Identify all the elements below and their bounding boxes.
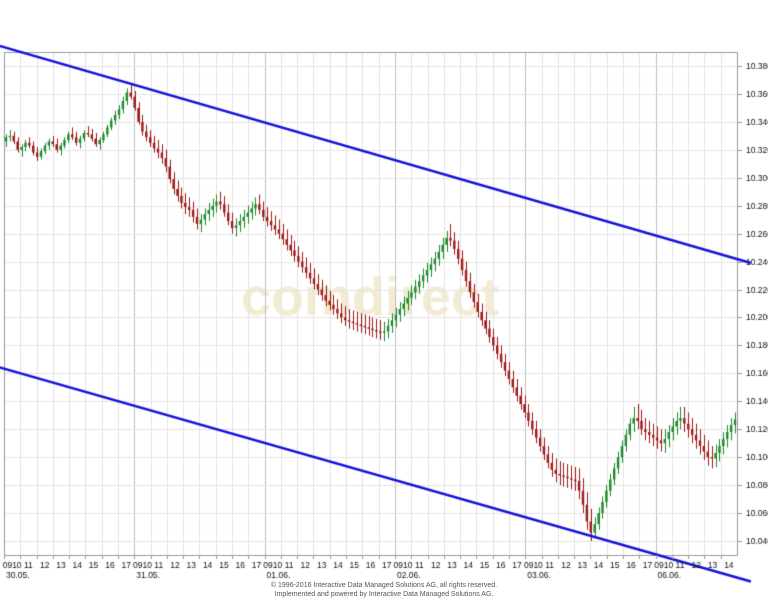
copyright-line-2: Implemented and powered by Interactive D… (274, 590, 494, 598)
copyright-notice: © 1996-2016 Interactive Data Managed Sol… (0, 582, 768, 599)
copyright-line-1: © 1996-2016 Interactive Data Managed Sol… (270, 582, 498, 589)
